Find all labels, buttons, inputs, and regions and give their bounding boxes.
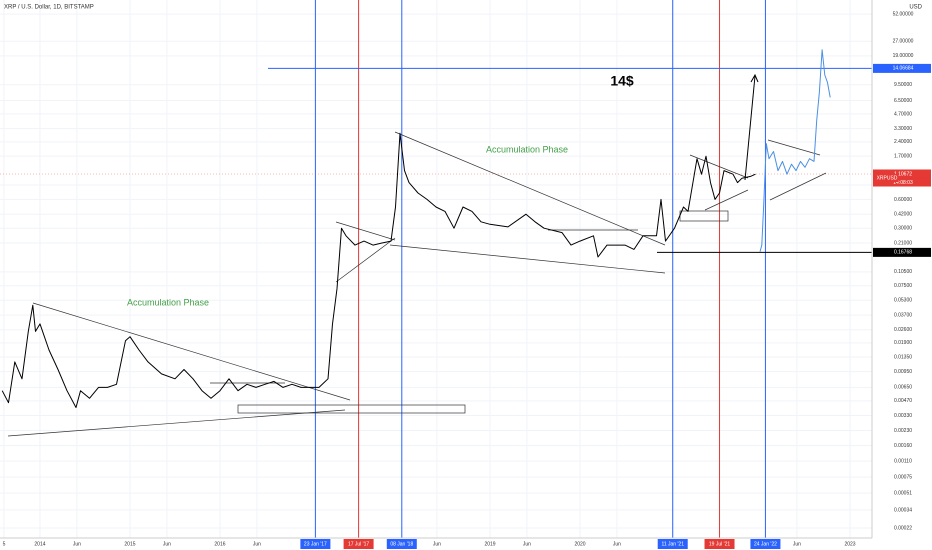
arrow-head [750,73,759,83]
y-tick-label: 2.40000 [894,139,912,145]
level-label-bg [873,169,931,179]
x-tick-label: Jun [613,541,621,547]
trend-line [335,221,396,241]
y-tick-label: 0.00160 [894,443,912,449]
level-label-bg [873,247,931,257]
vertical-lines [314,0,766,538]
y-tick-label: 0.01350 [894,354,912,360]
event-label-bg [386,539,417,549]
y-tick-label: 27.00000 [893,39,914,45]
y-tick-label: 0.00470 [894,398,912,404]
trend-line [335,237,396,283]
x-tick-label: Jun [73,541,81,547]
x-tick-label: 2015 [124,541,135,547]
chart-title: XRP / U.S. Dollar, 1D, BITSTAMP [4,5,94,11]
x-tick-label: 2016 [214,541,225,547]
y-tick-label: 0.10500 [894,269,912,275]
y-tick-label: 0.07500 [894,283,912,289]
countdown: 14:08:03 [893,180,913,186]
y-axis-panel [872,0,932,550]
y-tick-label: 0.03700 [894,312,912,318]
x-tick-label: 2014 [34,541,45,547]
y-tick-label: 6.50000 [894,98,912,104]
trend-lines [7,73,827,437]
x-tick-label: 19 Jul '21 [709,541,730,547]
y-tick-label: 19.00000 [893,53,914,59]
x-tick-label: 11 Jan '21 [661,541,684,547]
x-tick-label: 08 Jan '18 [390,541,413,547]
y-tick-label: 0.00230 [894,428,912,434]
y-tick-label: 0.30000 [894,226,912,232]
level-label-bg [873,63,931,73]
event-label-bg [343,539,374,549]
event-label-bg [300,539,331,549]
grid [0,0,872,538]
y-tick-label: 0.00330 [894,413,912,419]
x-tick-label: 2020 [574,541,585,547]
y-tick-label: 3.30000 [894,126,912,132]
y-tick-label: 0.00034 [894,507,912,513]
annotation: Accumulation Phase [486,144,568,154]
trend-line [689,154,749,179]
annotation: Accumulation Phase [127,297,209,307]
event-label-bg [657,539,688,549]
symbol-badge [876,174,898,182]
trend-line [7,409,346,437]
y-tick-label: 0.00950 [894,369,912,375]
arrow [744,75,756,181]
y-tick-label: 0.05300 [894,298,912,304]
y-tick-label: 0.02600 [894,327,912,333]
axes: 52.00000 27.00000 19.00000 9.50000 6.50000 4.… [3,11,931,549]
trend-line [704,189,749,211]
x-tick-label: Jun [523,541,531,547]
y-tick-label: 0.00110 [894,458,912,464]
price-line [1,132,756,408]
y-tick-label: 52.00000 [893,11,914,17]
level-label: 14.06684 [893,66,914,72]
symbol-label: XRPUSD [877,175,898,181]
trend-line [389,244,666,274]
countdown-bg [873,178,931,187]
x-tick-label: 5 [3,541,6,547]
trend-line [767,139,821,156]
range-box [237,404,466,414]
x-tick-label: Jun [793,541,801,547]
y-tick-label: 0.21000 [894,240,912,246]
y-tick-label: 0.60000 [894,197,912,203]
trend-line [394,131,666,246]
price-line [759,49,831,252]
x-tick-label: 2019 [484,541,495,547]
range-box [679,210,729,222]
event-label-bg [750,539,781,549]
trend-line [769,172,827,201]
x-tick-label: Jun [163,541,171,547]
series [1,49,831,408]
trend-line [32,302,351,401]
event-label-bg [704,539,735,549]
level-label: 0.16768 [894,250,912,256]
y-tick-label: 0.00051 [894,490,912,496]
x-tick-label: 2023 [844,541,855,547]
x-tick-label: Jun [433,541,441,547]
y-unit: USD [909,5,922,11]
y-tick-label: 0.42000 [894,212,912,218]
y-tick-label: 0.00650 [894,385,912,391]
y-tick-label: 0.00075 [894,474,912,480]
y-tick-label: 0.00022 [894,525,912,531]
y-tick-label: 1.70000 [894,153,912,159]
level-label: 1.10672 [894,171,912,177]
y-tick-label: 9.50000 [894,82,912,88]
x-tick-label: 24 Jan '22 [754,541,777,547]
x-tick-label: 17 Jul '17 [348,541,369,547]
levels [0,67,872,253]
annotation: 14$ [610,73,634,89]
x-tick-label: 23 Jan '17 [304,541,327,547]
x-tick-label: Jun [253,541,261,547]
y-tick-label: 4.70000 [894,111,912,117]
y-tick-label: 0.01900 [894,340,912,346]
